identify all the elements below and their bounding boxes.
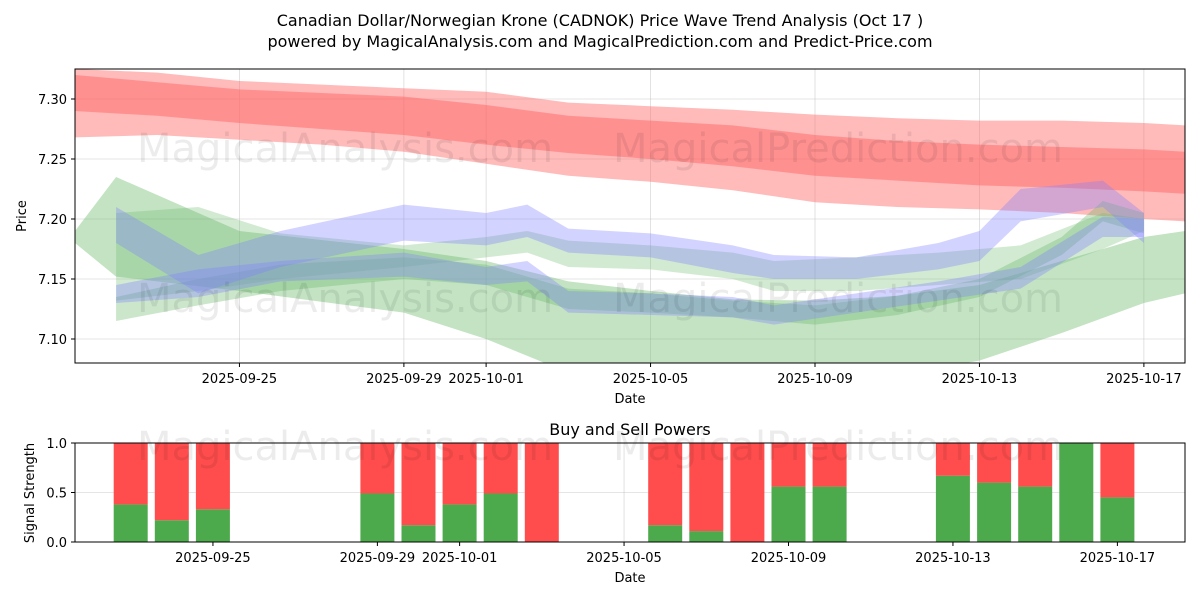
price-wave-bands (75, 69, 1185, 363)
price-chart-xlabel: Date (614, 392, 645, 407)
buy-power-bar (1059, 443, 1094, 542)
sell-power-bar (935, 443, 970, 476)
sell-power-bar (771, 443, 806, 487)
buy-power-bar (360, 493, 395, 542)
buy-power-bar (442, 504, 477, 542)
buy-sell-chart-ylabel: Signal Strength (23, 443, 38, 543)
price-x-tick-label: 2025-10-01 (448, 372, 524, 387)
sell-power-bar (648, 443, 683, 526)
buy-power-bar (195, 509, 230, 542)
red-wave-inner-band (75, 75, 1185, 194)
price-x-tick-label: 2025-09-29 (366, 372, 442, 387)
watermark-right-bottom: MagicalPrediction.com (613, 424, 1063, 470)
buy-power-bar (154, 520, 189, 542)
buy-power-bar (977, 482, 1012, 542)
green-wave-mid-band (116, 207, 1144, 301)
sell-power-bar (689, 443, 724, 532)
price-y-tick-label: 7.15 (38, 273, 67, 288)
sell-power-bar (1100, 443, 1135, 498)
watermark-left-mid: MagicalAnalysis.com (137, 276, 553, 322)
sell-power-bar (154, 443, 189, 521)
power-x-tick-label: 2025-10-01 (422, 551, 498, 566)
watermark-right-mid: MagicalPrediction.com (613, 276, 1063, 322)
power-x-tick-label: 2025-10-05 (586, 551, 662, 566)
price-x-tick-label: 2025-10-13 (942, 372, 1018, 387)
blue-wave-lower-band (116, 216, 1144, 325)
figure-title-line2: powered by MagicalAnalysis.com and Magic… (267, 32, 932, 51)
price-x-tick-label: 2025-09-25 (202, 372, 278, 387)
watermark-left-bottom: MagicalAnalysis.com (137, 424, 553, 470)
sell-power-bar (442, 443, 477, 505)
price-wave-chart: MagicalAnalysis.com MagicalPrediction.co… (15, 68, 1186, 407)
power-y-tick-label: 0.0 (46, 536, 67, 551)
price-chart-ylabel: Price (15, 200, 30, 232)
buy-sell-bars (113, 443, 1135, 542)
power-x-tick-label: 2025-10-09 (751, 551, 827, 566)
green-wave-thin-band (116, 201, 1144, 325)
price-y-tick-label: 7.10 (38, 333, 67, 348)
price-chart-y-ticks: 7.10 7.15 7.20 7.25 7.30 (38, 93, 75, 348)
buy-power-bar (1018, 486, 1053, 542)
buy-sell-chart-title: Buy and Sell Powers (549, 420, 711, 439)
price-y-tick-label: 7.30 (38, 93, 67, 108)
price-y-tick-label: 7.25 (38, 153, 67, 168)
sell-power-bar (401, 443, 436, 526)
buy-power-bar (113, 504, 148, 542)
sell-power-bar (730, 443, 765, 542)
buy-sell-power-chart: Buy and Sell Powers MagicalAnalysis.com … (23, 420, 1186, 586)
price-x-tick-label: 2025-10-05 (613, 372, 689, 387)
price-y-tick-label: 7.20 (38, 213, 67, 228)
figure-title-line1: Canadian Dollar/Norwegian Krone (CADNOK)… (277, 11, 924, 30)
buy-power-bar (689, 531, 724, 542)
price-x-tick-label: 2025-10-09 (777, 372, 853, 387)
power-y-tick-label: 0.5 (46, 487, 67, 502)
power-x-tick-label: 2025-10-17 (1080, 551, 1156, 566)
watermark-right-top: MagicalPrediction.com (613, 126, 1063, 172)
buy-sell-chart-xlabel: Date (614, 571, 645, 586)
power-y-tick-label: 1.0 (46, 437, 67, 452)
buy-power-bar (401, 525, 436, 542)
sell-power-bar (113, 443, 148, 505)
watermark-left-top: MagicalAnalysis.com (137, 126, 553, 172)
sell-power-bar (977, 443, 1012, 483)
buy-power-bar (648, 525, 683, 542)
price-chart-frame (74, 68, 1186, 364)
buy-sell-chart-x-ticks: 2025-09-25 2025-09-29 2025-10-01 2025-10-05… (175, 542, 1155, 566)
buy-power-bar (1100, 497, 1135, 542)
power-x-tick-label: 2025-09-29 (340, 551, 416, 566)
buy-power-bar (771, 486, 806, 542)
sell-power-bar (812, 443, 847, 487)
buy-power-bar (812, 486, 847, 542)
sell-power-bar (524, 443, 559, 542)
green-wave-wide-band (75, 177, 1185, 363)
sell-power-bar (1018, 443, 1053, 487)
power-x-tick-label: 2025-09-25 (175, 551, 251, 566)
sell-power-bar (360, 443, 395, 494)
buy-sell-chart-y-ticks: 0.0 0.5 1.0 (46, 437, 75, 551)
blue-wave-upper-band (116, 180, 1144, 294)
price-chart-x-ticks: 2025-09-25 2025-09-29 2025-10-01 2025-10-05… (202, 363, 1182, 387)
sell-power-bar (483, 443, 518, 494)
power-x-tick-label: 2025-10-13 (915, 551, 991, 566)
sell-power-bar (195, 443, 230, 510)
buy-power-bar (483, 493, 518, 542)
price-x-tick-label: 2025-10-17 (1106, 372, 1182, 387)
buy-power-bar (935, 475, 970, 542)
